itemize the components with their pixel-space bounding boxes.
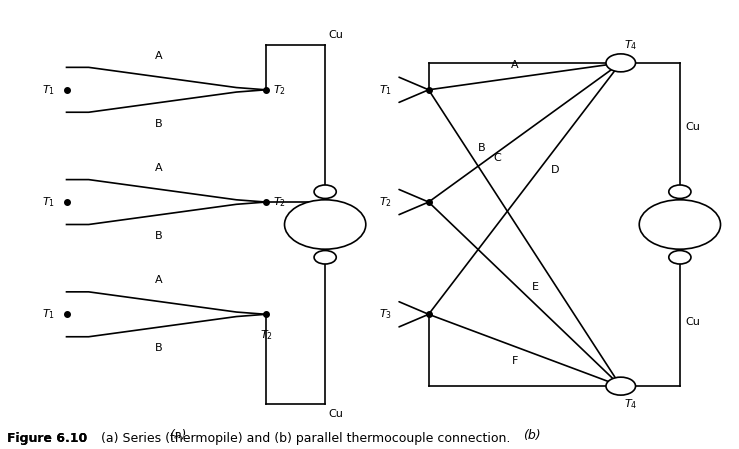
Text: Cu: Cu <box>329 31 344 40</box>
Text: Figure 6.10    (a) Series (thermopile) and (b) parallel thermocouple connection.: Figure 6.10 (a) Series (thermopile) and … <box>7 431 503 445</box>
Text: B: B <box>155 231 163 241</box>
Text: $T_2$: $T_2$ <box>259 328 273 342</box>
Text: $T_1$: $T_1$ <box>42 308 55 321</box>
Text: B: B <box>155 343 163 353</box>
Text: $T_3$: $T_3$ <box>378 308 392 321</box>
Circle shape <box>669 185 691 198</box>
Text: (b): (b) <box>523 429 541 442</box>
Text: $T_4$: $T_4$ <box>624 397 638 411</box>
Circle shape <box>285 200 366 249</box>
Text: $T_2$: $T_2$ <box>273 83 287 97</box>
Text: $T_1$: $T_1$ <box>42 195 55 209</box>
Circle shape <box>606 54 636 72</box>
Text: (a): (a) <box>168 429 186 442</box>
Circle shape <box>314 185 336 198</box>
Text: $T_1$: $T_1$ <box>378 83 392 97</box>
Circle shape <box>639 200 721 249</box>
Text: E: E <box>532 282 539 292</box>
Text: C: C <box>494 153 501 163</box>
Text: B: B <box>155 119 163 129</box>
Text: A: A <box>511 60 519 70</box>
Text: $T_1$: $T_1$ <box>42 83 55 97</box>
Text: $T_2$: $T_2$ <box>378 195 392 209</box>
Text: A: A <box>155 51 163 61</box>
Text: B: B <box>478 143 486 153</box>
Text: Figure 6.10: Figure 6.10 <box>7 431 88 445</box>
Text: Figure 6.10: Figure 6.10 <box>7 431 88 445</box>
Circle shape <box>606 377 636 395</box>
Text: D: D <box>551 165 559 175</box>
Text: (a) Series (thermopile) and (b) parallel thermocouple connection.: (a) Series (thermopile) and (b) parallel… <box>85 431 511 445</box>
Text: A: A <box>155 163 163 173</box>
Text: Cu: Cu <box>329 409 344 418</box>
Text: Cu: Cu <box>686 122 701 132</box>
Text: $T_4$: $T_4$ <box>624 38 638 52</box>
Text: F: F <box>512 357 518 366</box>
Circle shape <box>314 251 336 264</box>
Circle shape <box>669 251 691 264</box>
Text: A: A <box>155 275 163 285</box>
Text: Cu: Cu <box>686 317 701 327</box>
Text: $T_2$: $T_2$ <box>273 195 287 209</box>
